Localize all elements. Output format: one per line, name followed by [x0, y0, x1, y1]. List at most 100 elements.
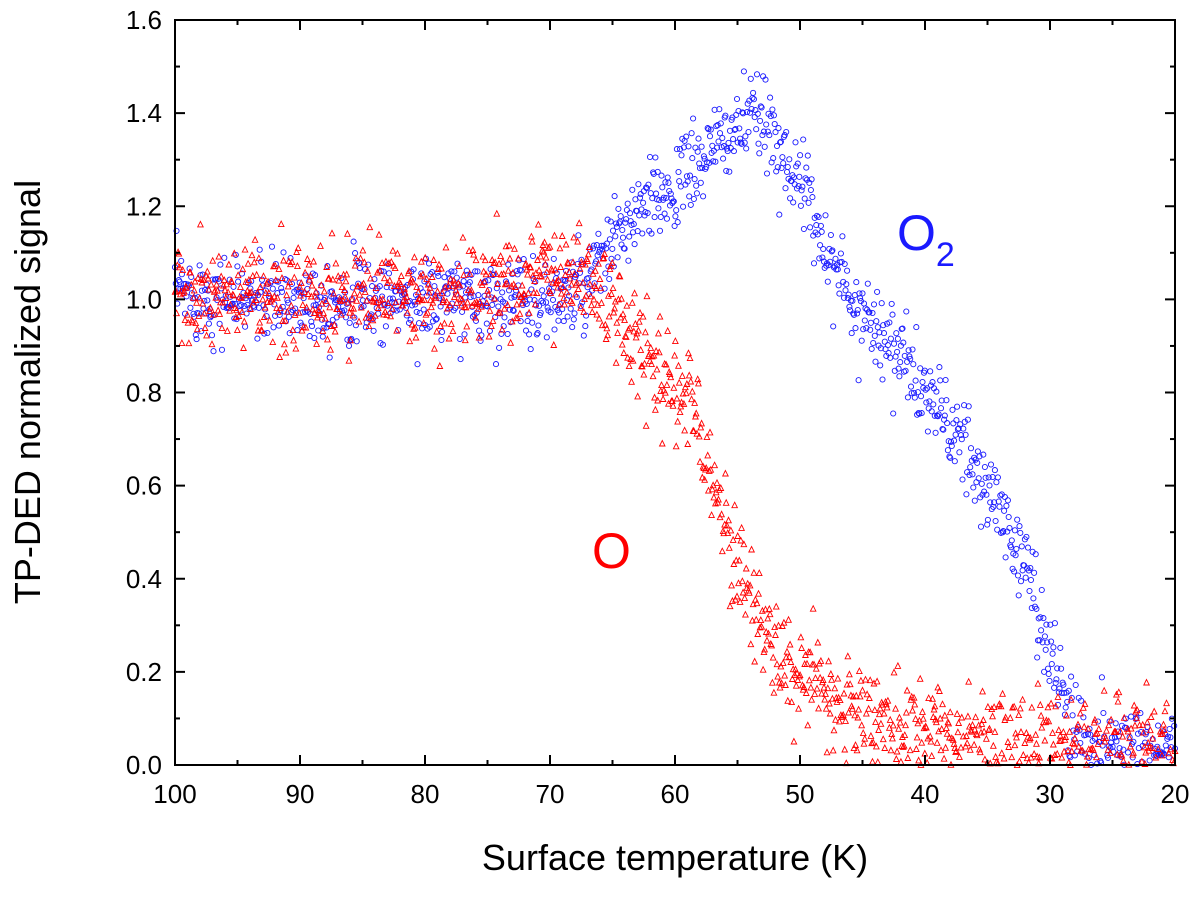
data-point-o2	[308, 323, 316, 330]
data-point-o2	[843, 281, 850, 288]
data-point-o2	[1052, 679, 1059, 686]
x-tick-label: 70	[536, 779, 565, 809]
data-point-o	[365, 322, 373, 330]
data-point-o2	[1041, 633, 1048, 640]
data-point-o2	[690, 115, 697, 122]
data-point-o	[554, 275, 562, 283]
data-point-o2	[1027, 564, 1034, 572]
data-point-o	[778, 621, 786, 629]
data-point-o	[785, 652, 793, 660]
data-point-o	[193, 298, 201, 306]
data-point-o	[621, 316, 629, 324]
data-point-o2	[784, 163, 791, 171]
data-point-o	[1092, 729, 1100, 737]
data-point-o2	[1134, 730, 1142, 737]
data-point-o	[567, 280, 575, 288]
data-point-o2	[1116, 745, 1123, 752]
data-point-o	[1132, 707, 1140, 715]
data-point-o	[587, 292, 595, 300]
data-point-o	[682, 389, 690, 397]
data-point-o	[245, 275, 253, 283]
data-point-o	[811, 689, 819, 697]
data-point-o	[817, 656, 825, 664]
data-point-o	[620, 348, 628, 356]
data-point-o2	[498, 330, 505, 337]
data-point-o	[489, 316, 497, 324]
data-point-o2	[861, 317, 868, 324]
data-point-o2	[1024, 544, 1032, 551]
data-point-o2	[518, 267, 525, 274]
data-point-o	[903, 686, 911, 694]
data-point-o	[519, 295, 527, 303]
data-point-o2	[1001, 507, 1008, 514]
data-point-o	[1028, 703, 1036, 711]
data-point-o	[678, 371, 686, 379]
data-point-o	[945, 719, 953, 727]
data-point-o	[209, 310, 217, 318]
data-point-o	[457, 294, 465, 302]
data-point-o	[325, 274, 333, 282]
data-point-o	[776, 683, 784, 691]
data-point-o	[271, 261, 279, 269]
data-point-o2	[298, 289, 305, 296]
data-point-o2	[936, 364, 943, 371]
data-point-o	[366, 223, 374, 231]
data-point-o	[845, 670, 853, 678]
data-point-o2	[674, 219, 681, 226]
data-point-o2	[880, 330, 888, 337]
data-point-o	[728, 581, 736, 589]
data-point-o	[283, 307, 291, 315]
data-point-o	[248, 251, 256, 259]
data-point-o2	[594, 252, 601, 259]
data-point-o	[630, 327, 638, 335]
data-point-o2	[813, 222, 820, 229]
data-point-o	[757, 616, 765, 624]
data-point-o2	[461, 331, 468, 338]
data-point-o2	[1040, 615, 1047, 622]
data-point-o2	[827, 258, 834, 265]
data-point-o2	[757, 117, 764, 124]
data-point-o2	[346, 319, 353, 326]
data-point-o	[546, 242, 554, 250]
data-point-o	[218, 324, 226, 332]
data-point-o2	[539, 287, 546, 294]
data-point-o2	[947, 454, 954, 461]
data-point-o	[777, 662, 785, 670]
data-point-o2	[322, 294, 329, 302]
data-point-o	[651, 405, 659, 413]
data-point-o2	[976, 453, 983, 460]
data-point-o	[296, 282, 304, 290]
data-point-o	[1067, 695, 1075, 703]
data-point-o	[208, 340, 216, 348]
data-point-o	[1015, 757, 1023, 765]
data-point-o	[308, 281, 316, 289]
data-point-o2	[183, 293, 190, 300]
data-point-o	[581, 295, 589, 303]
data-point-o	[1010, 702, 1018, 710]
data-point-o2	[643, 185, 650, 192]
data-point-o	[531, 277, 539, 285]
data-point-o2	[927, 382, 935, 389]
data-point-o2	[832, 255, 839, 262]
data-point-o	[968, 727, 976, 735]
data-point-o2	[987, 461, 995, 468]
data-point-o	[266, 316, 274, 324]
data-point-o	[196, 220, 204, 228]
plot-frame	[174, 19, 1176, 766]
data-point-o2	[740, 110, 747, 117]
data-point-o	[476, 297, 484, 305]
data-point-o2	[272, 312, 279, 319]
data-point-o	[185, 339, 193, 347]
data-point-o	[507, 282, 515, 290]
data-point-o	[1129, 748, 1137, 756]
data-point-o	[226, 306, 234, 314]
data-point-o2	[543, 299, 550, 306]
data-point-o2	[353, 338, 360, 345]
data-point-o2	[966, 471, 973, 479]
data-point-o2	[1130, 738, 1137, 745]
data-point-o	[524, 270, 532, 278]
data-point-o	[1141, 759, 1149, 767]
data-point-o	[698, 419, 706, 427]
data-point-o2	[903, 308, 910, 315]
data-point-o2	[755, 140, 762, 147]
